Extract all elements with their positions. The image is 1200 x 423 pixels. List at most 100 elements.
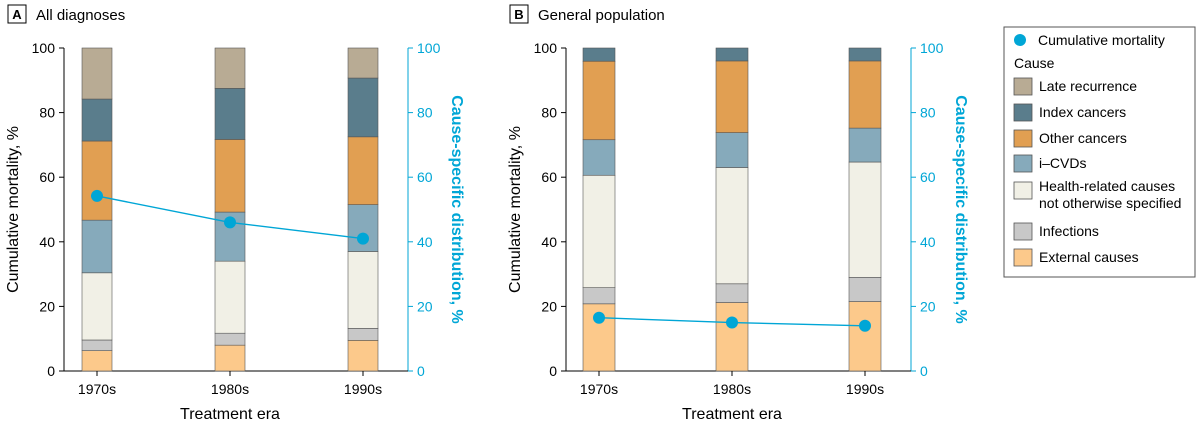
left-tick-label: 40 bbox=[39, 234, 55, 250]
right-tick-label: 100 bbox=[920, 40, 944, 56]
left-tick-label: 0 bbox=[549, 363, 557, 379]
bar-segment bbox=[214, 260, 246, 334]
left-tick-label: 60 bbox=[39, 169, 55, 185]
bar-segment bbox=[214, 139, 246, 213]
legend-label: Health-related causes bbox=[1039, 178, 1175, 194]
left-tick-label: 100 bbox=[32, 40, 56, 56]
y-axis-title: Cumulative mortality, % bbox=[5, 126, 22, 293]
bar-segment bbox=[582, 60, 616, 141]
bar-segment bbox=[347, 328, 379, 341]
legend-label: Late recurrence bbox=[1039, 78, 1137, 94]
bar-stack-1990s bbox=[848, 47, 882, 372]
right-tick-label: 80 bbox=[417, 105, 433, 121]
bar-segment bbox=[848, 47, 882, 62]
legend-swatch bbox=[1013, 103, 1033, 122]
panel-title: All diagnoses bbox=[36, 7, 125, 24]
x-axis-title: Treatment era bbox=[180, 406, 280, 423]
panel-letter: A bbox=[12, 7, 22, 22]
legend-label: Index cancers bbox=[1039, 104, 1126, 120]
legend-label: i–CVDs bbox=[1039, 155, 1086, 171]
legend-swatch bbox=[1013, 154, 1033, 173]
bar-segment bbox=[848, 161, 882, 278]
bar-stack-1990s bbox=[347, 47, 379, 372]
bar-segment bbox=[715, 302, 749, 372]
left-tick-label: 80 bbox=[541, 105, 557, 121]
bar-segment bbox=[81, 47, 113, 100]
bar-segment bbox=[81, 219, 113, 274]
left-tick-label: 20 bbox=[541, 298, 557, 314]
right-tick-label: 80 bbox=[920, 105, 936, 121]
cumulative-mortality-point bbox=[224, 216, 236, 229]
bar-segment bbox=[347, 251, 379, 329]
x-axis-title: Treatment era bbox=[682, 406, 782, 423]
bar-segment bbox=[582, 139, 616, 176]
x-tick-label: 1990s bbox=[344, 381, 382, 397]
bar-segment bbox=[214, 344, 246, 372]
x-tick-label: 1970s bbox=[580, 381, 618, 397]
panel-letter: B bbox=[514, 7, 523, 22]
right-tick-label: 40 bbox=[920, 234, 936, 250]
panel-b: B General population 0 20 40 60 80 100 0 20 40 60 80… bbox=[507, 4, 969, 423]
cumulative-mortality-point bbox=[593, 311, 605, 324]
legend-line-marker bbox=[1014, 34, 1026, 46]
legend-swatch bbox=[1013, 129, 1033, 148]
right-tick-label: 100 bbox=[417, 40, 441, 56]
legend: Cumulative mortality Cause Late recurrence… bbox=[1003, 26, 1196, 278]
panel-a: A All diagnoses 0 20 40 60 80 100 0 20 40 60 80 100 Cu… bbox=[5, 4, 465, 423]
x-tick-label: 1980s bbox=[713, 381, 751, 397]
legend-label: Other cancers bbox=[1039, 130, 1127, 146]
bar-segment bbox=[582, 47, 616, 62]
right-tick-label: 0 bbox=[920, 363, 928, 379]
x-tick-label: 1980s bbox=[211, 381, 249, 397]
bar-segment bbox=[347, 77, 379, 138]
legend-swatch bbox=[1013, 222, 1033, 241]
left-tick-label: 0 bbox=[47, 363, 55, 379]
y2-axis-title: Cause-specific distribution, % bbox=[448, 95, 465, 323]
legend-line-label: Cumulative mortality bbox=[1038, 32, 1165, 48]
left-tick-label: 80 bbox=[39, 105, 55, 121]
legend-swatch bbox=[1013, 77, 1033, 96]
cumulative-mortality-point bbox=[357, 232, 369, 245]
y2-axis-title: Cause-specific distribution, % bbox=[952, 95, 969, 323]
bar-segment bbox=[582, 287, 616, 305]
bar-segment bbox=[214, 88, 246, 140]
legend-cause-heading: Cause bbox=[1014, 55, 1055, 71]
bar-segment bbox=[715, 283, 749, 303]
bar-segment bbox=[347, 47, 379, 79]
cumulative-mortality-point bbox=[726, 316, 738, 329]
bar-segment bbox=[582, 174, 616, 288]
right-tick-label: 60 bbox=[920, 169, 936, 185]
panel-letter-box bbox=[7, 4, 27, 24]
bar-segment bbox=[81, 350, 113, 372]
cumulative-mortality-point bbox=[859, 319, 871, 332]
bar-segment bbox=[715, 167, 749, 285]
bar-segment bbox=[81, 98, 113, 142]
bar-segment bbox=[347, 136, 379, 205]
bar-stack-1970s bbox=[81, 47, 113, 372]
bar-segment bbox=[81, 272, 113, 341]
panel-title: General population bbox=[538, 7, 665, 24]
y-axis-title: Cumulative mortality, % bbox=[507, 126, 524, 293]
bar-segment bbox=[81, 339, 113, 351]
right-tick-label: 40 bbox=[417, 234, 433, 250]
right-tick-label: 20 bbox=[417, 298, 433, 314]
legend-label: not otherwise specified bbox=[1039, 195, 1181, 211]
bar-segment bbox=[848, 277, 882, 302]
bar-segment bbox=[214, 332, 246, 346]
legend-label: Infections bbox=[1039, 223, 1099, 239]
x-tick-label: 1990s bbox=[846, 381, 884, 397]
bar-segment bbox=[848, 301, 882, 372]
bar-segment bbox=[848, 60, 882, 129]
bar-segment bbox=[715, 132, 749, 168]
bar-segment bbox=[715, 60, 749, 133]
bar-segment bbox=[347, 340, 379, 372]
bar-stack-1970s bbox=[582, 47, 616, 372]
left-tick-label: 40 bbox=[541, 234, 557, 250]
bar-segment bbox=[848, 127, 882, 163]
right-tick-label: 20 bbox=[920, 298, 936, 314]
x-tick-label: 1970s bbox=[78, 381, 116, 397]
left-tick-label: 20 bbox=[39, 298, 55, 314]
bar-stack-1980s bbox=[214, 47, 246, 372]
panel-letter-box bbox=[509, 4, 529, 24]
